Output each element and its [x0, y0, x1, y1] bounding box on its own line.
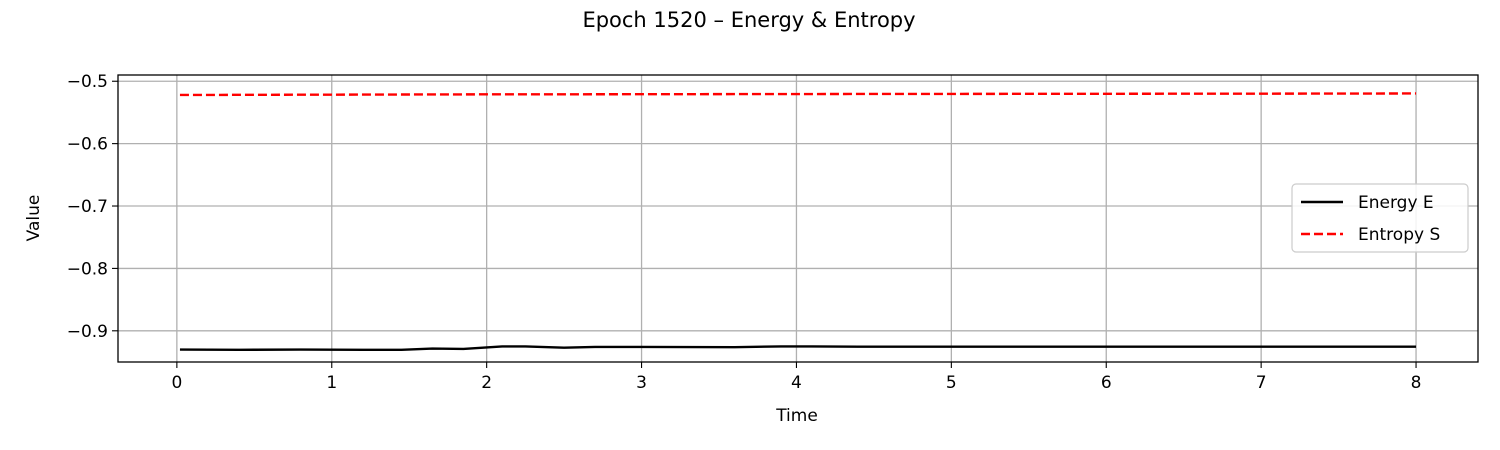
x-tick-label: 3: [636, 373, 647, 393]
x-tick-label: 4: [791, 373, 802, 393]
x-tick-label: 2: [481, 373, 492, 393]
y-tick-label: −0.7: [67, 197, 108, 217]
x-axis: 0 1 2 3 4 5 6 7 8: [171, 362, 1421, 393]
chart-title: Epoch 1520 – Energy & Entropy: [582, 8, 915, 32]
x-axis-label: Time: [775, 406, 818, 426]
x-tick-label: 5: [946, 373, 957, 393]
legend-label: Entropy S: [1358, 225, 1440, 245]
series-group: [179, 92, 1417, 352]
plot-frame: [117, 74, 1479, 363]
grid: [118, 75, 1478, 362]
y-tick-label: −0.9: [67, 322, 108, 342]
series-line-entropy-s: [179, 92, 1417, 97]
y-tick-label: −0.6: [67, 135, 108, 155]
x-tick-label: 0: [171, 373, 182, 393]
y-axis: −0.5 −0.6 −0.7 −0.8 −0.9: [67, 72, 118, 342]
y-tick-label: −0.8: [67, 259, 108, 279]
y-tick-label: −0.5: [67, 72, 108, 92]
x-tick-label: 6: [1101, 373, 1112, 393]
x-tick-label: 7: [1256, 373, 1267, 393]
x-tick-label: 1: [326, 373, 337, 393]
legend-label: Energy E: [1358, 193, 1434, 213]
series-line-energy-e: [179, 345, 1417, 352]
y-axis-label: Value: [24, 195, 44, 242]
x-tick-label: 8: [1411, 373, 1422, 393]
legend: Energy E Entropy S: [1291, 183, 1469, 253]
